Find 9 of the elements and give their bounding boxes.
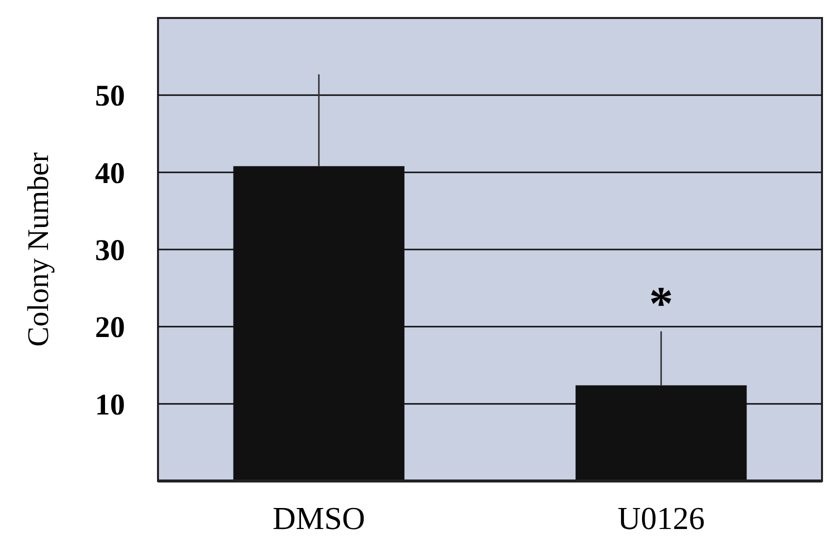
y-tick-label: 40 <box>95 156 125 190</box>
x-tick-label: U0126 <box>618 500 705 536</box>
y-tick-label: 30 <box>95 234 125 267</box>
y-tick-label: 20 <box>95 311 125 344</box>
x-tick-label: DMSO <box>272 500 366 536</box>
annotation: * <box>649 278 674 330</box>
y-tick-label: 50 <box>95 80 125 113</box>
y-axis-title: Colony Number <box>22 152 55 347</box>
y-tick-label: 10 <box>95 388 125 422</box>
